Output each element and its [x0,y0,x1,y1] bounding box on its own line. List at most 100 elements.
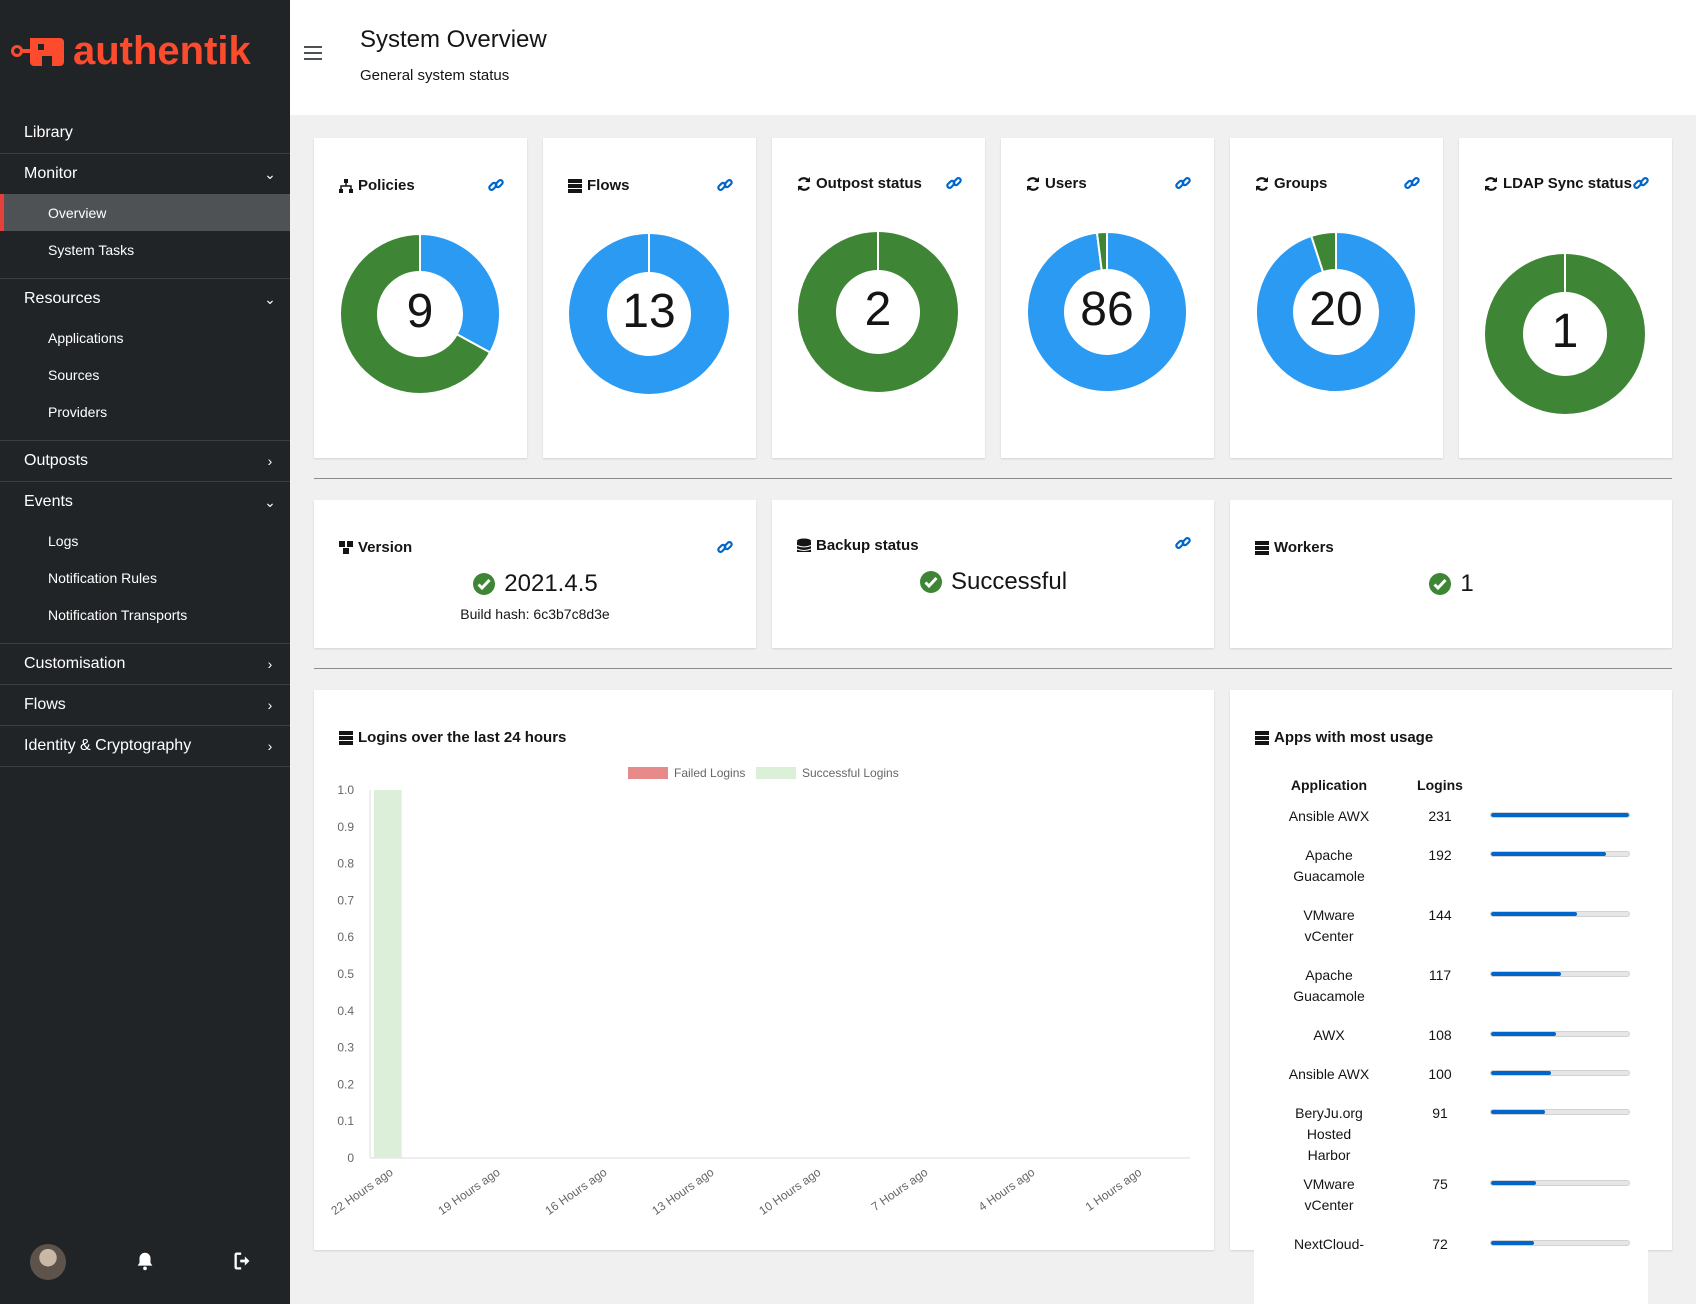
nav-identity-label: Identity & Cryptography [24,737,192,754]
sidebar-item-providers[interactable]: Providers [0,393,290,430]
card-title: Version [338,536,412,560]
app-name[interactable]: VMware vCenter [1303,907,1355,944]
column-header-application[interactable]: Application [1290,776,1368,793]
external-link-icon[interactable] [716,176,734,194]
y-tick-label: 0.6 [337,930,354,944]
app-name[interactable]: Apache Guacamole [1293,967,1365,1004]
external-link-icon[interactable] [1403,174,1421,192]
app-name[interactable]: BeryJu.org Hosted Harbor [1295,1105,1363,1163]
donut-segment [339,232,492,395]
backup-value: Successful [950,568,1068,595]
sidebar-item-label: Providers [48,403,108,420]
app-logins: 100 [1428,1066,1452,1082]
table-row: VMware vCenter 144 [1254,897,1634,957]
donut-chart: 86 [1026,230,1188,393]
avatar[interactable] [30,1244,66,1280]
legend-label: Successful Logins [802,766,899,780]
y-tick-label: 0.3 [337,1041,354,1055]
logins-chart: Failed Logins Successful Logins 0 0.1 0.2 0.3… [328,766,1190,1218]
usage-bar [1476,1103,1634,1115]
y-tick-label: 0 [347,1151,354,1165]
nav-identity-cryptography[interactable]: Identity & Cryptography › [0,726,290,766]
sidebar-item-system-tasks[interactable]: System Tasks [0,231,290,268]
sidebar-item-logs[interactable]: Logs [0,522,290,559]
chevron-right-icon: › [267,738,273,754]
bell-icon[interactable] [134,1250,156,1272]
legend-label: Failed Logins [674,766,745,780]
page-subtitle: General system status [360,67,510,84]
card-title-text: Policies [358,177,415,194]
sidebar-item-notification-transports[interactable]: Notification Transports [0,596,290,633]
policies-card: Policies 9 [314,138,527,458]
external-link-icon[interactable] [716,538,734,556]
logins-chart-card: Logins over the last 24 hours Failed Log… [314,690,1214,1250]
app-logins: 231 [1428,808,1452,824]
table-header: Application Logins [1254,772,1634,798]
app-name[interactable]: Ansible AWX [1288,808,1370,824]
sidebar-item-overview[interactable]: Overview [0,194,290,231]
chevron-right-icon: › [267,453,273,469]
donut-value: 86 [1080,283,1134,336]
nav-events-label: Events [24,493,73,510]
nav-customisation[interactable]: Customisation › [0,644,290,684]
brand-name: authentik [73,30,252,73]
apps-usage-card: Apps with most usage Application Logins … [1230,690,1672,1304]
external-link-icon[interactable] [1174,534,1192,552]
nav-customisation-label: Customisation [24,655,126,672]
chevron-down-icon: ⌄ [264,290,276,307]
nav-section-resources: Resources ⌄ Applications Sources Provider… [0,279,290,441]
menu-toggle-icon[interactable] [304,46,322,62]
nav-outposts[interactable]: Outposts › [0,441,290,481]
usage-bar [1476,1064,1634,1076]
sync-icon [1255,177,1269,191]
users-card: Users 86 [1001,138,1214,458]
table-row: VMware vCenter 75 [1254,1166,1634,1226]
y-tick-label: 0.4 [337,1004,354,1018]
sidebar-item-label: Notification Rules [48,569,157,586]
sidebar-item-sources[interactable]: Sources [0,356,290,393]
app-name[interactable]: Apache Guacamole [1293,847,1365,884]
nav-flows[interactable]: Flows › [0,685,290,725]
usage-bar [1476,1025,1634,1037]
donut-chart: 20 [1255,230,1417,393]
workers-value: 1 [1460,570,1474,597]
sidebar-item-label: Applications [48,329,124,346]
sidebar-footer [0,1222,290,1304]
ldap-card: LDAP Sync status 1 [1459,138,1672,458]
nav-events[interactable]: Events ⌄ [0,482,290,522]
usage-bar [1476,1174,1634,1186]
nav-monitor[interactable]: Monitor ⌄ [0,154,290,194]
section-divider [314,478,1672,479]
y-tick-label: 0.1 [337,1114,354,1128]
table-row: BeryJu.org Hosted Harbor 91 [1254,1095,1634,1166]
y-tick-label: 0.2 [337,1077,354,1091]
external-link-icon[interactable] [945,174,963,192]
sidebar-item-applications[interactable]: Applications [0,319,290,356]
app-name[interactable]: VMware vCenter [1303,1176,1355,1213]
card-title: Flows [567,174,727,198]
column-header-logins[interactable]: Logins [1417,776,1463,793]
nav-section-identity: Identity & Cryptography › [0,726,290,767]
app-name[interactable]: Ansible AWX [1288,1066,1370,1082]
legend-swatch [628,767,668,779]
app-name[interactable]: AWX [1313,1027,1345,1043]
external-link-icon[interactable] [1632,174,1650,192]
nav-resources[interactable]: Resources ⌄ [0,279,290,319]
chevron-down-icon: ⌄ [264,165,276,182]
external-link-icon[interactable] [487,176,505,194]
nav-library[interactable]: Library [0,113,290,153]
app-logins: 91 [1432,1105,1448,1121]
nav-section-customisation: Customisation › [0,644,290,685]
y-tick-label: 1.0 [337,783,354,797]
page-header: System Overview General system status [290,0,1696,115]
sidebar-item-notification-rules[interactable]: Notification Rules [0,559,290,596]
donut-chart: 13 [569,234,729,394]
external-link-icon[interactable] [1174,174,1192,192]
donut-chart: 1 [1485,254,1645,414]
x-tick-label: 1 Hours ago [1083,1165,1145,1214]
nav-section-library: Library [0,113,290,154]
server-icon [1255,731,1269,745]
authentik-logo[interactable]: authentik [10,29,280,78]
sidebar-item-label: Overview [48,204,107,221]
logout-icon[interactable] [232,1250,254,1272]
